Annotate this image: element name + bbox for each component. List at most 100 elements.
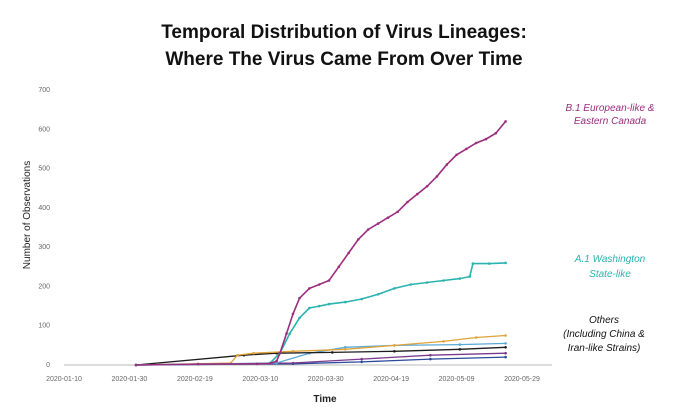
annotation-line: B.1 European-like & — [566, 103, 655, 114]
data-point — [442, 279, 445, 282]
data-point — [288, 332, 292, 335]
data-point — [442, 340, 445, 343]
data-point — [308, 287, 311, 290]
data-point — [344, 346, 347, 349]
data-point — [504, 261, 507, 265]
data-point — [196, 362, 200, 366]
data-point — [494, 131, 498, 135]
x-tick-label: 2020-04-19 — [373, 376, 409, 383]
data-point — [360, 360, 364, 364]
data-point — [308, 306, 311, 310]
data-point — [360, 297, 364, 301]
series-lines — [134, 120, 507, 367]
data-point — [360, 357, 364, 361]
x-tick-label: 2020-01-10 — [46, 376, 82, 383]
data-point — [504, 342, 507, 345]
annotation-line: Eastern Canada — [574, 116, 647, 127]
data-point — [275, 361, 278, 365]
data-point — [409, 283, 413, 286]
data-point — [468, 275, 472, 278]
y-tick-label: 300 — [38, 244, 50, 251]
y-tick-label: 0 — [46, 362, 50, 369]
y-tick-label: 200 — [38, 283, 50, 290]
annotation-line: State-like — [589, 269, 631, 280]
x-tick-label: 2020-05-29 — [504, 376, 540, 383]
data-point — [236, 353, 239, 357]
data-point — [366, 228, 370, 231]
y-tick-label: 700 — [38, 87, 50, 94]
y-axis-label: Number of Observations — [22, 161, 33, 269]
annotation-line: (Including China & — [563, 329, 645, 340]
annotation-line: Others — [589, 315, 619, 326]
x-tick-label: 2020-01-30 — [112, 376, 148, 383]
data-point — [393, 344, 396, 347]
data-point — [317, 304, 321, 308]
data-point — [376, 222, 380, 225]
y-tick-label: 500 — [38, 166, 50, 173]
data-point — [278, 351, 282, 355]
axes: 0 100 200 300 400 500 600 700 2020-01-10 2020-01-… — [38, 87, 552, 383]
chart-title: Temporal Distribution of Virus Lineages: — [161, 22, 527, 43]
data-point — [386, 216, 390, 219]
data-point — [327, 302, 331, 306]
data-point — [396, 210, 400, 214]
data-point — [344, 348, 347, 351]
y-tick-label: 100 — [38, 323, 50, 330]
data-point — [317, 283, 321, 286]
data-point — [347, 251, 350, 255]
data-point — [376, 293, 380, 296]
data-point — [458, 277, 462, 280]
x-tick-label: 2020-03-30 — [308, 376, 344, 383]
data-point — [344, 300, 347, 304]
data-point — [504, 334, 507, 337]
data-point — [458, 343, 462, 346]
series-line — [135, 120, 507, 366]
data-point — [275, 359, 278, 363]
data-point — [291, 350, 295, 353]
data-point — [298, 316, 301, 320]
data-point — [291, 312, 295, 316]
annotation-line: A.1 Washington — [574, 254, 646, 265]
data-point — [393, 350, 396, 353]
chart-subtitle: Where The Virus Came From Over Time — [165, 49, 523, 70]
data-point — [484, 137, 488, 141]
x-tick-label: 2020-03-10 — [242, 376, 278, 383]
data-point — [425, 281, 429, 284]
data-point — [331, 351, 334, 354]
data-point — [458, 348, 462, 351]
data-point — [393, 287, 396, 290]
data-point — [504, 355, 507, 359]
data-point — [298, 296, 301, 300]
x-tick-label: 2020-05-09 — [439, 376, 475, 383]
x-tick-label: 2020-02-19 — [177, 376, 213, 383]
annotation-line: Iran-like Strains) — [568, 343, 641, 354]
data-point — [445, 163, 449, 166]
data-point — [252, 351, 255, 355]
data-point — [429, 357, 432, 361]
data-point — [435, 175, 439, 178]
data-point — [255, 362, 259, 366]
x-axis-label: Time — [313, 394, 337, 405]
data-point — [504, 120, 507, 123]
series-annotations: B.1 European-like & Eastern Canada A.1 Was… — [563, 103, 655, 354]
data-point — [474, 336, 478, 339]
data-point — [291, 361, 295, 365]
data-point — [268, 362, 272, 365]
data-point — [327, 279, 331, 282]
data-point — [465, 147, 468, 151]
data-point — [471, 262, 475, 265]
data-point — [285, 332, 288, 335]
data-point — [357, 238, 360, 241]
y-tick-label: 600 — [38, 126, 50, 133]
data-point — [406, 200, 409, 204]
data-point — [488, 262, 491, 265]
data-point — [425, 185, 429, 188]
y-tick-label: 400 — [38, 205, 50, 212]
data-point — [455, 153, 458, 157]
data-point — [429, 353, 432, 357]
data-point — [504, 351, 507, 355]
data-point — [337, 265, 341, 269]
data-point — [416, 192, 419, 196]
